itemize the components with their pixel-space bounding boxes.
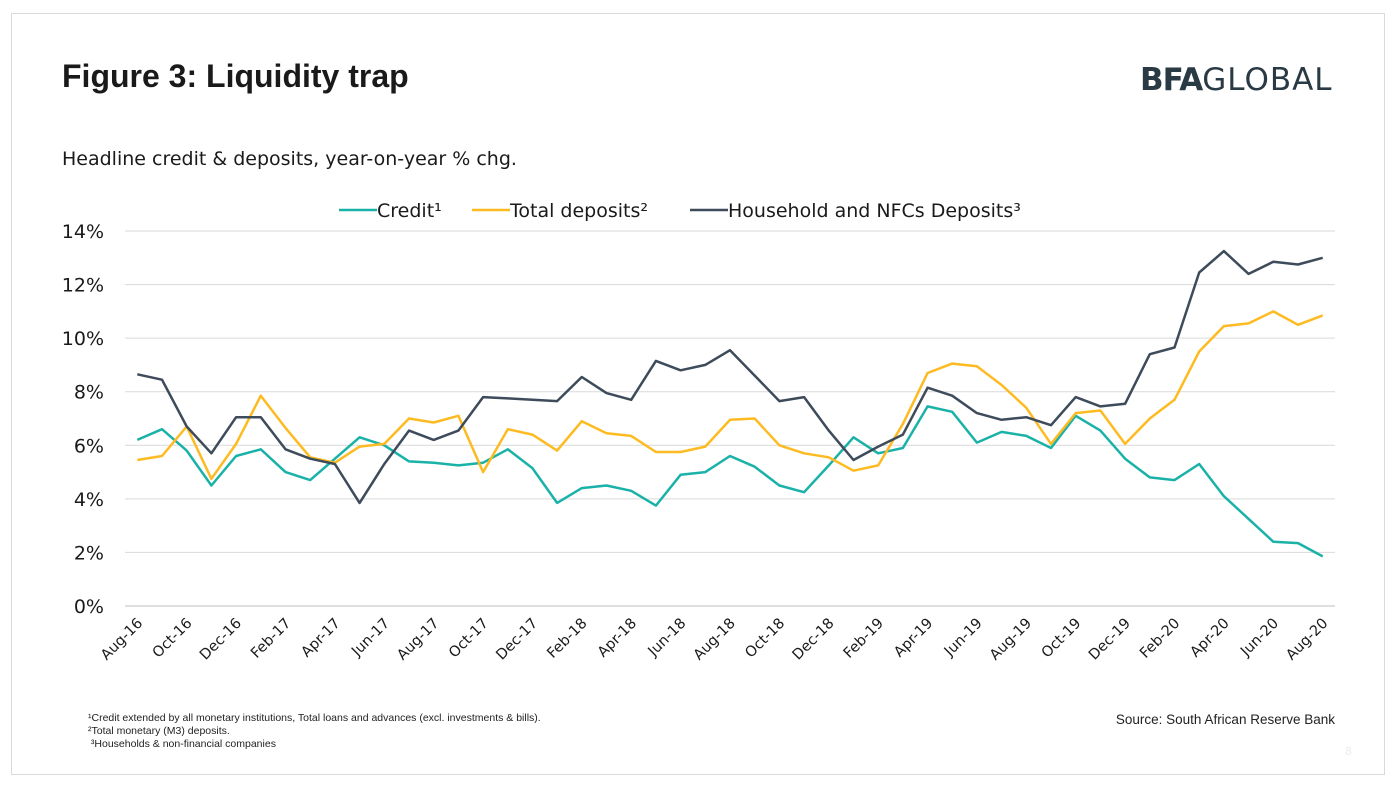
y-tick-label: 10% [62,328,104,350]
x-tick-label: Aug-17 [394,616,442,664]
legend-label: Total deposits² [509,200,648,222]
x-tick-label: Oct-16 [150,616,196,662]
page-title: Figure 3: Liquidity trap [62,58,409,94]
chart-legend: Credit¹ Total deposits² Household and NFCs… [339,200,1021,222]
x-tick-label: Feb-20 [1137,616,1183,662]
x-tick-label: Aug-20 [1283,616,1331,664]
legend-label: Credit¹ [377,200,442,222]
footnote-2: ²Total monetary (M3) deposits. [88,725,230,737]
logo-part-global: GLOBAL [1202,62,1333,98]
x-tick-label: Apr-17 [299,616,344,661]
x-tick-label: Dec-17 [493,616,541,664]
x-tick-label: Dec-18 [790,616,838,664]
y-tick-label: 12% [62,275,104,297]
slide-frame [11,13,1385,775]
x-tick-label: Feb-18 [544,616,590,662]
x-tick-label: Aug-16 [98,616,146,664]
x-tick-label: Apr-20 [1188,616,1233,661]
y-tick-label: 0% [74,596,104,618]
x-tick-label: Oct-19 [1039,616,1085,662]
x-tick-label: Jun-18 [645,616,690,661]
x-tick-label: Feb-17 [248,616,294,662]
page-number: 8 [1345,745,1352,758]
series-line-2 [137,249,1324,505]
x-tick-label: Dec-19 [1086,616,1134,664]
y-tick-label: 8% [74,382,104,404]
y-tick-label: 4% [74,489,104,511]
x-tick-label: Aug-18 [691,616,739,664]
x-tick-label: Feb-19 [841,616,887,662]
x-tick-label: Apr-19 [891,616,936,661]
x-axis-ticks: Aug-16 Oct-16 Dec-16 Feb-17 Apr-17 Jun-17 Aug-… [98,616,1331,664]
x-tick-label: Jun-19 [941,616,986,661]
y-tick-label: 6% [74,435,104,457]
footnote-3: ³Households & non-financial companies [88,738,276,750]
legend-label: Household and NFCs Deposits³ [728,200,1021,222]
logo-part-bfa: BFA [1140,62,1203,98]
y-tick-label: 14% [62,221,104,243]
series-line-1 [137,310,1324,481]
x-tick-label: Apr-18 [595,616,640,661]
x-tick-label: Oct-17 [446,616,492,662]
footnotes: ¹Credit extended by all monetary institu… [88,712,541,751]
x-tick-label: Jun-17 [348,616,393,661]
y-tick-label: 2% [74,542,104,564]
chart-series [136,249,1324,558]
x-tick-label: Jun-20 [1237,616,1282,661]
y-axis-ticks: 0% 2% 4% 6% 8% 10% 12% 14% [62,221,104,618]
x-tick-label: Aug-19 [987,616,1035,664]
chart-gridlines [125,230,1335,607]
chart-subtitle: Headline credit & deposits, year-on-year… [62,148,517,170]
source-note: Source: South African Reserve Bank [1115,712,1335,727]
x-tick-label: Oct-18 [742,616,788,662]
footnote-1: ¹Credit extended by all monetary institu… [88,712,541,724]
bfa-global-logo: BFAGLOBAL [1140,62,1333,98]
x-tick-label: Dec-16 [197,616,245,664]
series-line-0 [136,405,1324,558]
